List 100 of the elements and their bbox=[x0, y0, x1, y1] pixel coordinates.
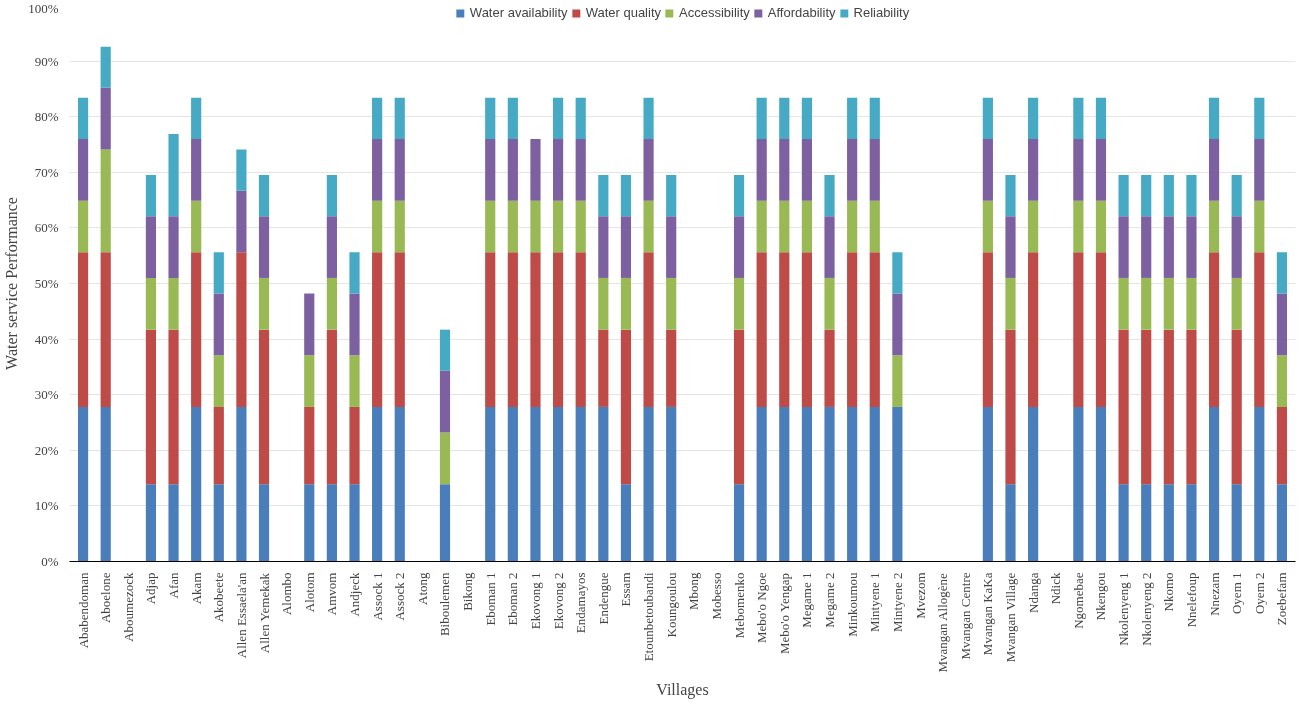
y-tick-label: 100% bbox=[28, 0, 59, 16]
bar bbox=[824, 175, 835, 217]
bar bbox=[756, 406, 767, 562]
bar bbox=[485, 252, 496, 407]
bar bbox=[191, 138, 202, 201]
bar bbox=[847, 252, 858, 407]
bar bbox=[236, 406, 247, 562]
bar bbox=[847, 97, 858, 139]
bar bbox=[145, 484, 157, 562]
x-tick-label: Zoebefam bbox=[1274, 572, 1290, 626]
bar bbox=[643, 406, 654, 562]
x-tick-label: Bikong bbox=[460, 572, 476, 611]
bar bbox=[1141, 216, 1152, 278]
bar bbox=[1073, 138, 1084, 201]
x-tick-label: Essam bbox=[618, 572, 634, 607]
x-tick-label: Eboman 1 bbox=[482, 572, 498, 626]
bar bbox=[349, 355, 360, 407]
x-tick-label: Ekovong 1 bbox=[527, 572, 543, 630]
x-tick-label: Mintyene 1 bbox=[867, 572, 883, 633]
x-tick-label: Biboulemen bbox=[437, 572, 453, 637]
bar bbox=[666, 175, 677, 217]
bar bbox=[304, 293, 315, 356]
x-tick-label: Ndick bbox=[1048, 572, 1064, 605]
x-tick-label: Mbong bbox=[686, 572, 702, 611]
x-tick-label: Allen Yemekak bbox=[256, 572, 272, 654]
bar bbox=[1186, 277, 1197, 330]
bar bbox=[145, 175, 157, 217]
bar bbox=[1208, 97, 1220, 139]
bar bbox=[869, 200, 880, 253]
bar bbox=[620, 175, 632, 217]
x-tick-label: Ndanga bbox=[1025, 572, 1041, 613]
bar bbox=[733, 484, 745, 562]
bar bbox=[620, 484, 632, 562]
bar bbox=[326, 484, 337, 562]
bar bbox=[733, 329, 745, 485]
bar bbox=[1186, 216, 1197, 278]
bar bbox=[1005, 484, 1016, 562]
bar bbox=[598, 216, 609, 278]
bar bbox=[892, 406, 903, 562]
bar bbox=[507, 97, 518, 139]
x-tick-label: Mvangan Allogène bbox=[935, 572, 951, 673]
bar bbox=[847, 138, 858, 201]
bar bbox=[304, 484, 315, 562]
bar bbox=[575, 252, 586, 407]
bar bbox=[756, 138, 767, 201]
bar bbox=[1163, 216, 1174, 278]
legend-label: Reliability bbox=[853, 5, 910, 20]
bar bbox=[304, 406, 315, 485]
bar bbox=[598, 406, 609, 562]
bar bbox=[349, 252, 360, 294]
bar bbox=[1276, 484, 1288, 562]
bar bbox=[485, 406, 496, 562]
bar bbox=[372, 138, 383, 201]
bar bbox=[530, 406, 541, 562]
bar bbox=[869, 138, 880, 201]
y-tick-label: 90% bbox=[34, 53, 59, 69]
bar bbox=[372, 200, 383, 253]
bar bbox=[1028, 406, 1039, 562]
bar bbox=[394, 200, 405, 253]
x-tick-label: Minkoumou bbox=[844, 572, 860, 637]
bar bbox=[100, 149, 111, 253]
bar bbox=[553, 138, 564, 201]
x-tick-label: Megame 2 bbox=[822, 572, 838, 628]
bar bbox=[553, 406, 564, 562]
bar bbox=[349, 484, 360, 562]
x-tick-label: Endengue bbox=[595, 572, 611, 625]
y-tick-label: 30% bbox=[34, 387, 59, 403]
bar bbox=[1231, 216, 1242, 278]
bar bbox=[847, 406, 858, 562]
bar bbox=[869, 406, 880, 562]
bar bbox=[620, 277, 632, 330]
bar bbox=[145, 216, 157, 278]
bar bbox=[553, 200, 564, 253]
bar bbox=[1208, 406, 1220, 562]
bar bbox=[779, 252, 790, 407]
bar bbox=[779, 138, 790, 201]
bar bbox=[982, 97, 993, 139]
bar bbox=[1186, 484, 1197, 562]
x-tick-label: Oyem 2 bbox=[1251, 572, 1267, 615]
y-tick-label: 40% bbox=[34, 331, 59, 347]
bar bbox=[1208, 252, 1220, 407]
bar bbox=[1163, 277, 1174, 330]
bar bbox=[824, 406, 835, 562]
bar bbox=[598, 175, 609, 217]
bar bbox=[168, 277, 179, 330]
bar bbox=[666, 406, 677, 562]
x-tick-label: Koungoulou bbox=[663, 572, 679, 638]
x-tick-label: Nkolenyeng 2 bbox=[1138, 572, 1154, 646]
bar bbox=[1118, 277, 1129, 330]
bar bbox=[824, 216, 835, 278]
bar bbox=[1095, 138, 1107, 201]
bar bbox=[1276, 406, 1288, 485]
bar bbox=[1028, 200, 1039, 253]
x-tick-label: Adjap bbox=[143, 572, 159, 605]
bar bbox=[507, 200, 518, 253]
bar bbox=[1254, 138, 1265, 201]
bar bbox=[236, 252, 247, 407]
bar bbox=[733, 175, 745, 217]
bar bbox=[620, 329, 632, 485]
bar bbox=[1186, 175, 1197, 217]
